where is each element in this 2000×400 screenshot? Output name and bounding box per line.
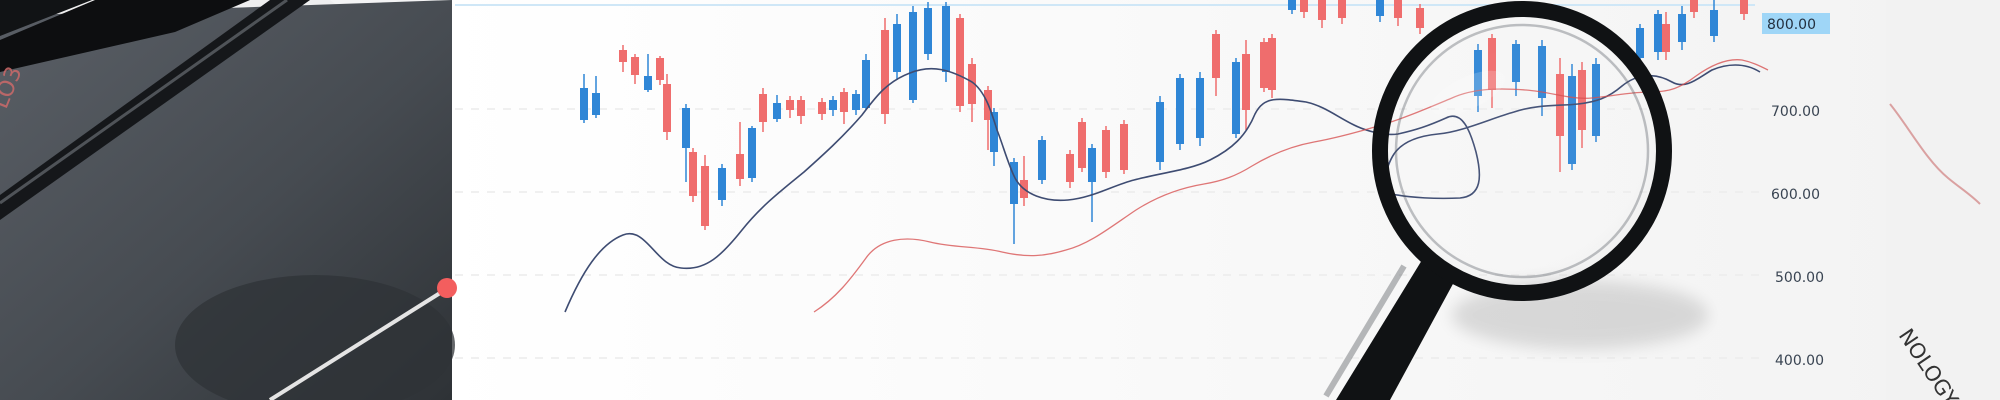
accent-dot bbox=[437, 278, 457, 298]
highlighted-price-background bbox=[1762, 13, 1830, 34]
price-label-700: 700.00 bbox=[1771, 104, 1820, 120]
price-label-800: 800.00 bbox=[1767, 17, 1816, 33]
right-paper-line bbox=[1889, 103, 1981, 205]
stylus-body bbox=[0, 0, 310, 220]
tablet-corner-dark bbox=[0, 0, 92, 36]
magnifier-lens bbox=[1372, 1, 1672, 301]
right-paper bbox=[1886, 0, 2000, 400]
price-label-400: 400.00 bbox=[1775, 353, 1824, 369]
stylus-top-shadow bbox=[0, 0, 250, 72]
price-label-500: 500.00 bbox=[1775, 270, 1824, 286]
lens-reflection bbox=[1431, 70, 1505, 116]
pointer-line bbox=[268, 286, 450, 400]
shadow-shape bbox=[175, 275, 455, 400]
magnifier-handle bbox=[1336, 260, 1454, 400]
price-axis: 800.00 700.00 600.00 500.00 400.00 bbox=[1762, 13, 1830, 369]
magnifying-glass-icon bbox=[1323, 1, 1708, 400]
stylus-highlight bbox=[0, 0, 288, 205]
price-label-600: 600.00 bbox=[1771, 187, 1820, 203]
magnifier-handle-highlight bbox=[1323, 264, 1407, 398]
